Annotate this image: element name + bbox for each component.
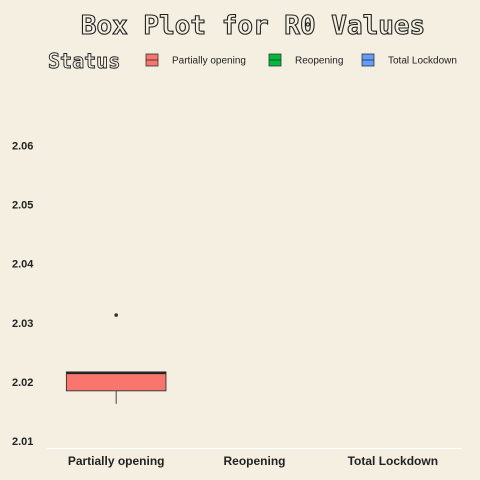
box-0: [65, 313, 167, 404]
y-tick-label-0: 2.01: [12, 436, 33, 448]
legend-label-0: Partially opening: [172, 56, 246, 67]
y-tick-label-4: 2.05: [12, 199, 33, 211]
y-axis: 2.01 2.02 2.03 2.04 2.05 2.06: [12, 140, 34, 448]
x-tick-label-2: Total Lockdown: [348, 454, 438, 468]
y-tick-label-3: 2.04: [12, 259, 34, 271]
y-tick-label-1: 2.02: [12, 377, 33, 389]
legend: Status Partially opening Reopening Total L…: [48, 49, 457, 74]
outlier-point-0: [114, 313, 118, 317]
box-body: [65, 371, 167, 392]
x-axis: Partially opening Reopening Total Lockdown: [47, 448, 462, 468]
legend-title: Status: [48, 49, 120, 73]
plot-area: [65, 313, 167, 404]
x-tick-label-1: Reopening: [224, 454, 286, 468]
x-tick-label-0: Partially opening: [68, 454, 165, 468]
y-tick-label-5: 2.06: [12, 140, 33, 152]
legend-label-2: Total Lockdown: [388, 56, 457, 67]
chart-title: Box Plot for R0 Values: [81, 11, 425, 41]
legend-label-1: Reopening: [295, 56, 343, 67]
y-tick-label-2: 2.03: [12, 318, 33, 330]
